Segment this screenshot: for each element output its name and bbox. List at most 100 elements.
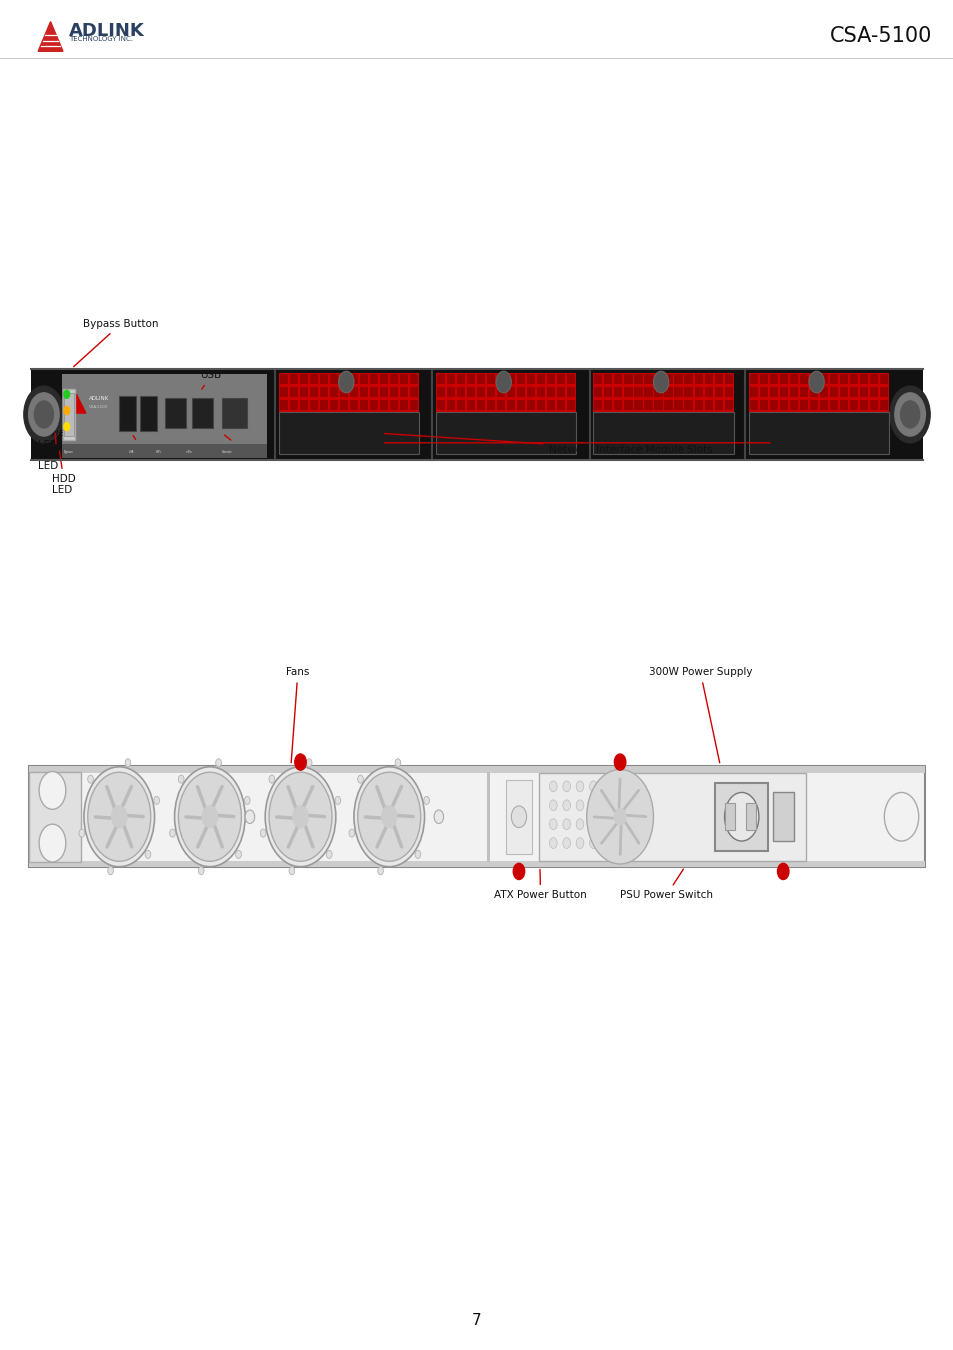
Bar bbox=[278, 412, 418, 454]
Bar bbox=[809, 400, 818, 410]
Bar bbox=[486, 374, 495, 385]
Bar bbox=[594, 400, 601, 410]
Text: Power
LED: Power LED bbox=[38, 420, 70, 450]
Circle shape bbox=[602, 837, 610, 848]
Bar bbox=[505, 780, 532, 853]
Bar bbox=[390, 400, 397, 410]
Circle shape bbox=[576, 837, 583, 848]
Bar bbox=[820, 374, 827, 385]
Circle shape bbox=[616, 780, 623, 791]
Bar bbox=[674, 374, 681, 385]
Bar bbox=[290, 374, 297, 385]
Bar bbox=[593, 373, 733, 412]
Bar bbox=[29, 765, 924, 867]
Circle shape bbox=[889, 386, 929, 443]
Bar bbox=[644, 374, 652, 385]
Bar bbox=[820, 400, 827, 410]
Circle shape bbox=[562, 818, 570, 829]
FancyArrowPatch shape bbox=[624, 822, 639, 842]
Circle shape bbox=[88, 775, 93, 783]
Bar bbox=[557, 400, 564, 410]
Circle shape bbox=[602, 780, 610, 791]
Bar bbox=[566, 400, 575, 410]
Bar bbox=[594, 374, 601, 385]
Bar bbox=[799, 400, 807, 410]
Circle shape bbox=[549, 799, 557, 810]
Bar bbox=[390, 374, 397, 385]
FancyArrowPatch shape bbox=[123, 824, 132, 846]
FancyArrowPatch shape bbox=[302, 787, 313, 809]
Circle shape bbox=[34, 401, 53, 428]
Circle shape bbox=[357, 775, 363, 783]
Bar bbox=[29, 767, 924, 772]
Bar bbox=[724, 803, 734, 830]
Circle shape bbox=[511, 806, 526, 828]
Text: 7: 7 bbox=[472, 1312, 481, 1328]
Bar bbox=[566, 387, 575, 397]
Circle shape bbox=[202, 806, 217, 828]
Bar bbox=[466, 400, 475, 410]
Bar bbox=[537, 374, 544, 385]
Bar bbox=[745, 803, 755, 830]
Circle shape bbox=[265, 767, 335, 867]
FancyArrowPatch shape bbox=[107, 825, 117, 846]
Bar bbox=[779, 400, 787, 410]
Text: LNA: LNA bbox=[129, 451, 134, 454]
Circle shape bbox=[198, 867, 204, 875]
Bar bbox=[466, 374, 475, 385]
Bar bbox=[749, 374, 757, 385]
Bar bbox=[350, 400, 357, 410]
Bar bbox=[566, 374, 575, 385]
Bar bbox=[604, 387, 612, 397]
Circle shape bbox=[576, 799, 583, 810]
Bar bbox=[436, 412, 576, 454]
Bar bbox=[436, 387, 444, 397]
FancyArrowPatch shape bbox=[197, 825, 208, 846]
Bar bbox=[538, 772, 805, 861]
FancyArrowPatch shape bbox=[623, 790, 638, 810]
Bar bbox=[476, 400, 484, 410]
FancyArrowPatch shape bbox=[393, 824, 401, 846]
Circle shape bbox=[549, 837, 557, 848]
FancyArrowPatch shape bbox=[376, 825, 387, 846]
Bar bbox=[517, 387, 524, 397]
Circle shape bbox=[245, 810, 254, 824]
Circle shape bbox=[602, 818, 610, 829]
Bar bbox=[517, 400, 524, 410]
Circle shape bbox=[335, 796, 340, 805]
Bar bbox=[839, 387, 847, 397]
Bar bbox=[507, 400, 515, 410]
Bar bbox=[119, 396, 136, 431]
Circle shape bbox=[357, 772, 420, 861]
Circle shape bbox=[576, 818, 583, 829]
Bar bbox=[446, 387, 455, 397]
Bar bbox=[31, 369, 922, 460]
Bar bbox=[860, 387, 867, 397]
Bar bbox=[703, 387, 712, 397]
Circle shape bbox=[549, 780, 557, 791]
Circle shape bbox=[293, 806, 308, 828]
Bar bbox=[507, 387, 515, 397]
Bar bbox=[456, 400, 464, 410]
Bar bbox=[330, 400, 337, 410]
FancyArrowPatch shape bbox=[600, 791, 615, 811]
Bar bbox=[683, 387, 692, 397]
Bar bbox=[299, 400, 308, 410]
Bar bbox=[869, 400, 877, 410]
Bar bbox=[369, 374, 377, 385]
Bar bbox=[497, 374, 505, 385]
Bar bbox=[399, 400, 408, 410]
Circle shape bbox=[235, 850, 241, 859]
Bar bbox=[593, 412, 733, 454]
Text: CSA-5100: CSA-5100 bbox=[829, 26, 931, 46]
Bar bbox=[192, 398, 213, 428]
FancyArrowPatch shape bbox=[601, 824, 616, 844]
Circle shape bbox=[88, 772, 151, 861]
Bar bbox=[623, 400, 632, 410]
Bar bbox=[359, 374, 367, 385]
Circle shape bbox=[562, 837, 570, 848]
Bar bbox=[869, 374, 877, 385]
Text: LAN: LAN bbox=[132, 436, 152, 455]
Circle shape bbox=[589, 780, 597, 791]
Bar bbox=[724, 400, 732, 410]
